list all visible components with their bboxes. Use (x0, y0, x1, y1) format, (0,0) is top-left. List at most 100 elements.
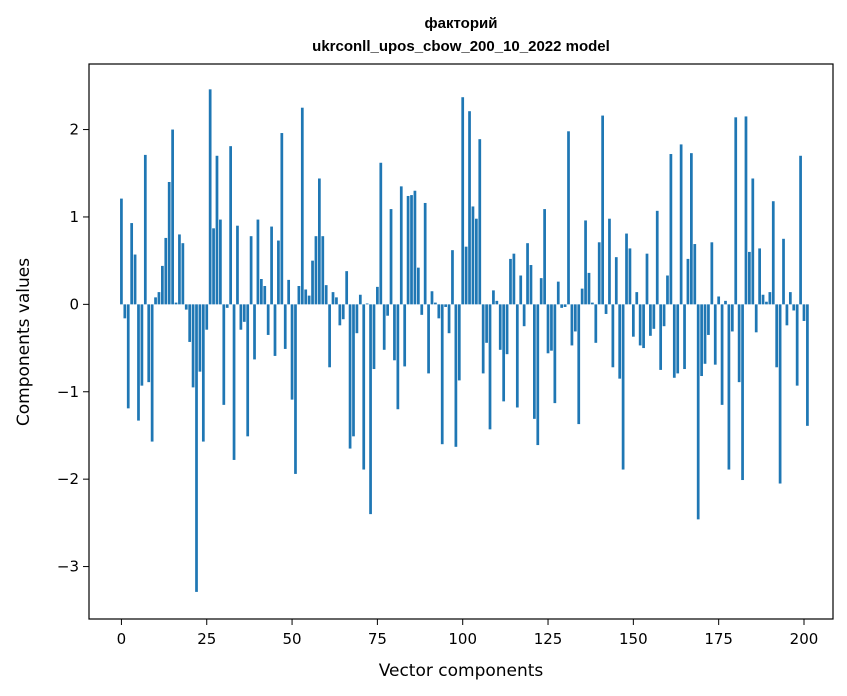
bar-174 (713, 304, 717, 365)
bar-26 (208, 89, 212, 305)
x-tick-label: 50 (283, 630, 302, 648)
bar-90 (427, 304, 430, 374)
bar-120 (529, 265, 533, 305)
plot-frame (88, 63, 834, 620)
x-tick-label: 200 (790, 630, 819, 648)
bar-101 (464, 246, 468, 305)
bar-13 (164, 237, 168, 305)
bar-140 (597, 242, 601, 305)
bar-146 (618, 304, 622, 379)
bar-46 (277, 240, 280, 305)
bar-107 (485, 304, 488, 343)
bar-170 (700, 304, 703, 377)
bar-109 (492, 290, 495, 305)
bar-179 (730, 304, 734, 332)
bar-17 (178, 234, 181, 305)
bar-110 (495, 300, 499, 305)
bar-68 (352, 304, 355, 437)
x-tick-label: 0 (117, 630, 127, 648)
bar-20 (188, 304, 192, 342)
bar-84 (406, 195, 410, 305)
bar-182 (741, 304, 744, 481)
bar-183 (744, 116, 748, 305)
bar-156 (652, 304, 656, 329)
bar-115 (512, 253, 516, 305)
y-axis-label: Components values (14, 258, 34, 426)
bar-64 (338, 304, 342, 326)
bar-5 (137, 304, 140, 421)
bar-127 (553, 304, 557, 404)
bar-189 (765, 301, 768, 305)
y-tick-label: −2 (57, 470, 79, 488)
bar-133 (573, 304, 577, 332)
bar-132 (570, 304, 574, 346)
bar-169 (696, 304, 700, 520)
bar-79 (389, 209, 393, 305)
x-tick-label: 25 (197, 630, 216, 648)
x-axis-ticks: 0 25 50 75 100 125 150 175 200 (117, 619, 819, 648)
bar-151 (635, 292, 639, 305)
bar-0 (120, 198, 123, 305)
bar-137 (587, 272, 591, 305)
bar-172 (707, 304, 710, 335)
bar-186 (754, 304, 758, 333)
bar-69 (355, 304, 359, 334)
bar-31 (225, 304, 229, 308)
bar-74 (372, 304, 376, 370)
bar-30 (222, 304, 226, 405)
bar-18 (181, 243, 185, 305)
bar-114 (509, 258, 512, 305)
bar-113 (505, 304, 509, 355)
bar-111 (498, 304, 502, 350)
bar-10 (154, 297, 157, 305)
bar-117 (519, 275, 523, 305)
bar-85 (410, 195, 413, 305)
bar-56 (311, 260, 314, 305)
x-tick-label: 125 (534, 630, 563, 648)
bars-group (120, 89, 809, 592)
bar-163 (676, 304, 680, 374)
bar-63 (335, 297, 338, 305)
bar-116 (515, 304, 519, 408)
bar-175 (717, 296, 721, 305)
bar-57 (314, 236, 318, 305)
bar-78 (386, 304, 389, 316)
bar-38 (249, 236, 253, 305)
bar-197 (792, 304, 796, 311)
y-tick-label: −3 (57, 558, 79, 576)
bar-75 (376, 286, 379, 305)
bar-161 (669, 154, 673, 305)
y-axis-ticks: −3 −2 −1 0 1 2 (57, 121, 89, 576)
bar-4 (133, 254, 137, 305)
bar-58 (318, 178, 321, 305)
bar-93 (437, 304, 441, 319)
bar-25 (205, 304, 209, 330)
bar-148 (625, 233, 628, 305)
bar-180 (734, 117, 738, 305)
bar-193 (778, 304, 782, 484)
x-tick-label: 150 (619, 630, 648, 648)
bar-181 (737, 304, 741, 383)
bar-12 (161, 265, 164, 305)
bar-59 (321, 236, 325, 305)
bar-43 (266, 304, 270, 335)
bar-7 (143, 154, 147, 305)
bar-129 (560, 304, 564, 308)
bar-198 (795, 304, 799, 386)
bar-112 (502, 304, 506, 402)
y-tick-label: 0 (69, 295, 79, 313)
bar-190 (768, 292, 772, 305)
bar-168 (693, 244, 697, 305)
bar-88 (420, 304, 424, 315)
bar-159 (662, 304, 666, 327)
bar-135 (580, 288, 584, 305)
bar-158 (659, 304, 663, 370)
bar-178 (727, 304, 731, 470)
bar-16 (174, 302, 178, 305)
bar-128 (556, 281, 560, 305)
bar-8 (147, 304, 151, 383)
bar-162 (672, 304, 676, 378)
bar-188 (761, 294, 765, 305)
bar-61 (328, 304, 331, 368)
bar-83 (403, 304, 407, 367)
